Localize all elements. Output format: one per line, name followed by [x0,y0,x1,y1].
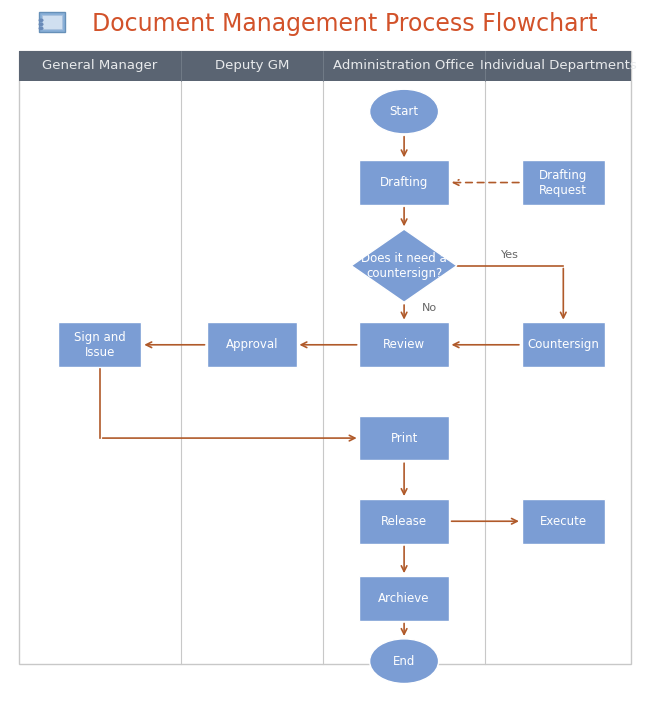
Text: Administration Office: Administration Office [333,60,474,73]
Ellipse shape [38,27,44,30]
Ellipse shape [38,22,44,26]
Text: Execute: Execute [540,515,587,528]
Text: Drafting
Request: Drafting Request [539,168,588,197]
Bar [19,50,631,665]
Text: Review: Review [383,338,425,351]
FancyBboxPatch shape [58,323,142,367]
Text: End: End [393,654,415,667]
FancyBboxPatch shape [359,576,448,621]
FancyBboxPatch shape [207,323,296,367]
FancyBboxPatch shape [359,161,448,205]
Text: Yes: Yes [501,250,519,260]
Text: Countersign: Countersign [527,338,599,351]
Ellipse shape [370,89,439,134]
Ellipse shape [38,19,44,22]
Text: Drafting: Drafting [380,176,428,189]
Text: Does it need a
countersign?: Does it need a countersign? [361,252,447,279]
FancyBboxPatch shape [522,499,605,544]
FancyBboxPatch shape [522,161,605,205]
Text: Sign and
Issue: Sign and Issue [74,330,125,359]
FancyBboxPatch shape [39,12,66,32]
Text: Print: Print [391,431,418,444]
FancyBboxPatch shape [359,323,448,367]
FancyBboxPatch shape [359,415,448,460]
Text: No: No [422,303,437,313]
FancyBboxPatch shape [359,499,448,544]
Polygon shape [352,229,457,302]
Text: Start: Start [389,105,419,118]
Text: Document Management Process Flowchart: Document Management Process Flowchart [92,12,598,36]
Text: Deputy GM: Deputy GM [214,60,289,73]
Text: Archieve: Archieve [378,592,430,605]
Text: Release: Release [381,515,427,528]
Bar [19,50,631,81]
Text: Individual Departments: Individual Departments [480,60,636,73]
FancyBboxPatch shape [522,323,605,367]
Text: General Manager: General Manager [42,60,157,73]
FancyBboxPatch shape [42,15,62,30]
Text: Approval: Approval [226,338,278,351]
Ellipse shape [370,639,439,683]
